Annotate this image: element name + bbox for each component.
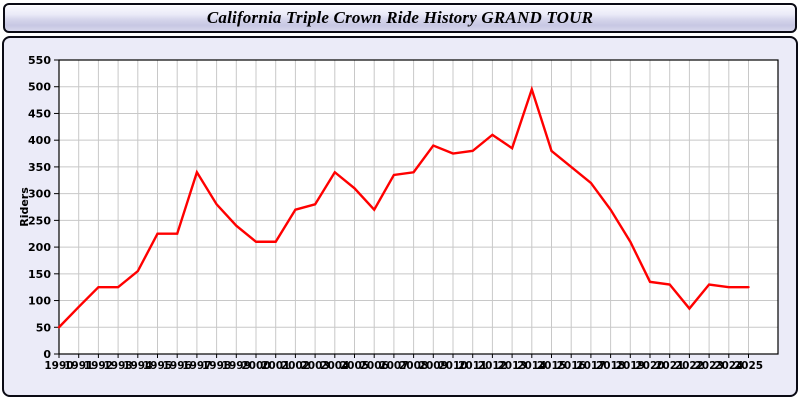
x-tick-label: 2007 [379,360,408,372]
x-tick-label: 2006 [360,360,389,372]
x-tick-label: 1993 [103,360,132,372]
x-tick-label: 2002 [281,360,310,372]
x-tick-label: 2024 [714,360,743,372]
x-tick-label: 2004 [320,360,349,372]
y-tick-label: 500 [28,81,51,94]
x-tick-label: 2014 [517,360,546,372]
plot-border [58,59,779,355]
x-tick-label: 1994 [123,360,152,372]
y-tick-label: 550 [28,54,51,67]
x-tick-label: 2003 [300,360,329,372]
x-tick-label: 2011 [458,360,487,372]
x-tick-label: 2000 [241,360,270,372]
x-tick-label: 2022 [675,360,704,372]
x-tick-label: 2005 [340,360,369,372]
x-tick-label: 1990 [44,360,73,372]
riders-line [57,85,750,329]
x-tick-label: 2013 [497,360,526,372]
x-tick-label: 1996 [163,360,192,372]
x-tick-label: 2025 [734,360,763,372]
plot-area [59,60,778,354]
y-tick-label: 300 [28,188,51,201]
y-tick-label: 100 [28,295,51,308]
x-tick-label: 2019 [616,360,645,372]
y-tick-label: 150 [28,268,51,281]
page-title: California Triple Crown Ride History GRA… [206,8,594,27]
x-tick-label: 2016 [557,360,586,372]
gridlines [58,60,778,354]
y-tick-label: 0 [43,348,51,361]
y-axis-title: Riders [18,187,31,227]
y-tick-label: 400 [28,134,51,147]
x-tick-label: 2015 [537,360,566,372]
y-tick-label: 50 [36,321,52,334]
x-tick-label: 1998 [202,360,231,372]
y-axis-labels: 0 50 100 150 200 250 300 350 400 450 500 550 [28,54,51,361]
x-tick-label: 2012 [478,360,507,372]
x-tick-label: 1991 [64,360,93,372]
x-tick-label: 2017 [576,360,605,372]
y-tick-label: 250 [28,214,51,227]
tick-marks [54,59,749,358]
x-axis-labels: 1990199119921993199419951996199719981999… [44,360,763,372]
y-tick-label: 450 [28,107,51,120]
y-tick-label: 200 [28,241,51,254]
x-tick-label: 2021 [655,360,684,372]
x-tick-label: 2010 [438,360,467,372]
x-tick-label: 1992 [84,360,113,372]
x-tick-label: 2023 [694,360,723,372]
x-tick-label: 1999 [222,360,251,372]
x-tick-label: 2018 [596,360,625,372]
x-tick-label: 2009 [419,360,448,372]
y-tick-label: 350 [28,161,51,174]
x-tick-label: 2020 [635,360,664,372]
x-tick-label: 1997 [182,360,211,372]
chart-panel: 1990 1991 1992 1993 1994 1995 1996 1997 1998 1999… [2,36,798,397]
title-banner: California Triple Crown Ride History GRA… [3,3,797,33]
x-tick-label: 2008 [399,360,428,372]
x-tick-label: 1995 [143,360,172,372]
ride-history-chart: 1990199119921993199419951996199719981999… [18,54,779,372]
x-tick-label: 2001 [261,360,290,372]
